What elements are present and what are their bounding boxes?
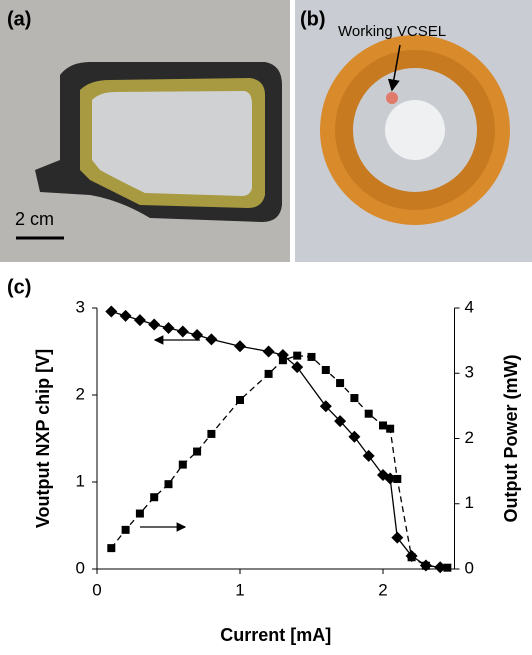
point (163, 322, 175, 334)
point (107, 544, 115, 552)
chart: 0 1 2 0 1 2 3 0 1 2 3 4 Current [mA] Voutput NXP chip… (33, 297, 521, 644)
point (136, 510, 144, 518)
point (293, 352, 301, 360)
point (236, 396, 244, 404)
panel-label: (a) (7, 8, 31, 30)
point (443, 564, 451, 572)
y2-axis-label: Output Power (mW) (501, 355, 521, 523)
y2-tick-label: 4 (465, 297, 474, 316)
point (308, 353, 316, 361)
point (350, 394, 358, 402)
point (263, 346, 275, 358)
series-line (111, 311, 440, 567)
point (422, 562, 430, 570)
y-tick-label: 0 (76, 558, 85, 577)
y-tick-label: 1 (76, 471, 85, 490)
point (207, 430, 215, 438)
point (148, 319, 160, 331)
y-axis-label: Voutput NXP chip [V] (33, 349, 53, 528)
point (365, 410, 373, 418)
figure: (a) 2 cm (b) Working VCSEL (c) 0 1 2 0 1 2 3 0 1… (0, 0, 532, 650)
point (105, 305, 117, 317)
point (120, 310, 132, 322)
x-tick-label: 0 (92, 580, 101, 599)
point (193, 448, 201, 456)
y2-tick-label: 3 (465, 363, 474, 382)
point (122, 526, 130, 534)
point (150, 493, 158, 501)
point (134, 314, 146, 326)
y-tick-label: 2 (76, 384, 85, 403)
point (336, 379, 344, 387)
point (379, 421, 387, 429)
point (234, 340, 246, 352)
page: {"panels": {"a": "(a)", "b": "(b)", "c":… (0, 0, 532, 650)
photo-a: (a) 2 cm (0, 0, 290, 262)
panel-label: (c) (7, 276, 31, 298)
point (165, 480, 173, 488)
point (322, 366, 330, 374)
x-tick-label: 2 (378, 580, 387, 599)
y2-tick-label: 1 (465, 493, 474, 512)
x-tick-label: 1 (235, 580, 244, 599)
point (265, 370, 273, 378)
point (393, 475, 401, 483)
point (279, 356, 287, 364)
x-axis-label: Current [mA] (220, 625, 331, 645)
photo-b: (b) Working VCSEL (295, 0, 532, 262)
point (177, 325, 189, 337)
point (408, 553, 416, 561)
y2-tick-label: 0 (465, 558, 474, 577)
point (391, 532, 403, 544)
point (179, 461, 187, 469)
scale-bar-label: 2 cm (15, 209, 54, 229)
point (191, 329, 203, 341)
panel-label: (b) (300, 8, 326, 30)
y-tick-label: 3 (76, 297, 85, 316)
point (363, 450, 375, 462)
y2-tick-label: 2 (465, 428, 474, 447)
point (386, 425, 394, 433)
point (205, 333, 217, 345)
annotation: Working VCSEL (338, 23, 446, 40)
